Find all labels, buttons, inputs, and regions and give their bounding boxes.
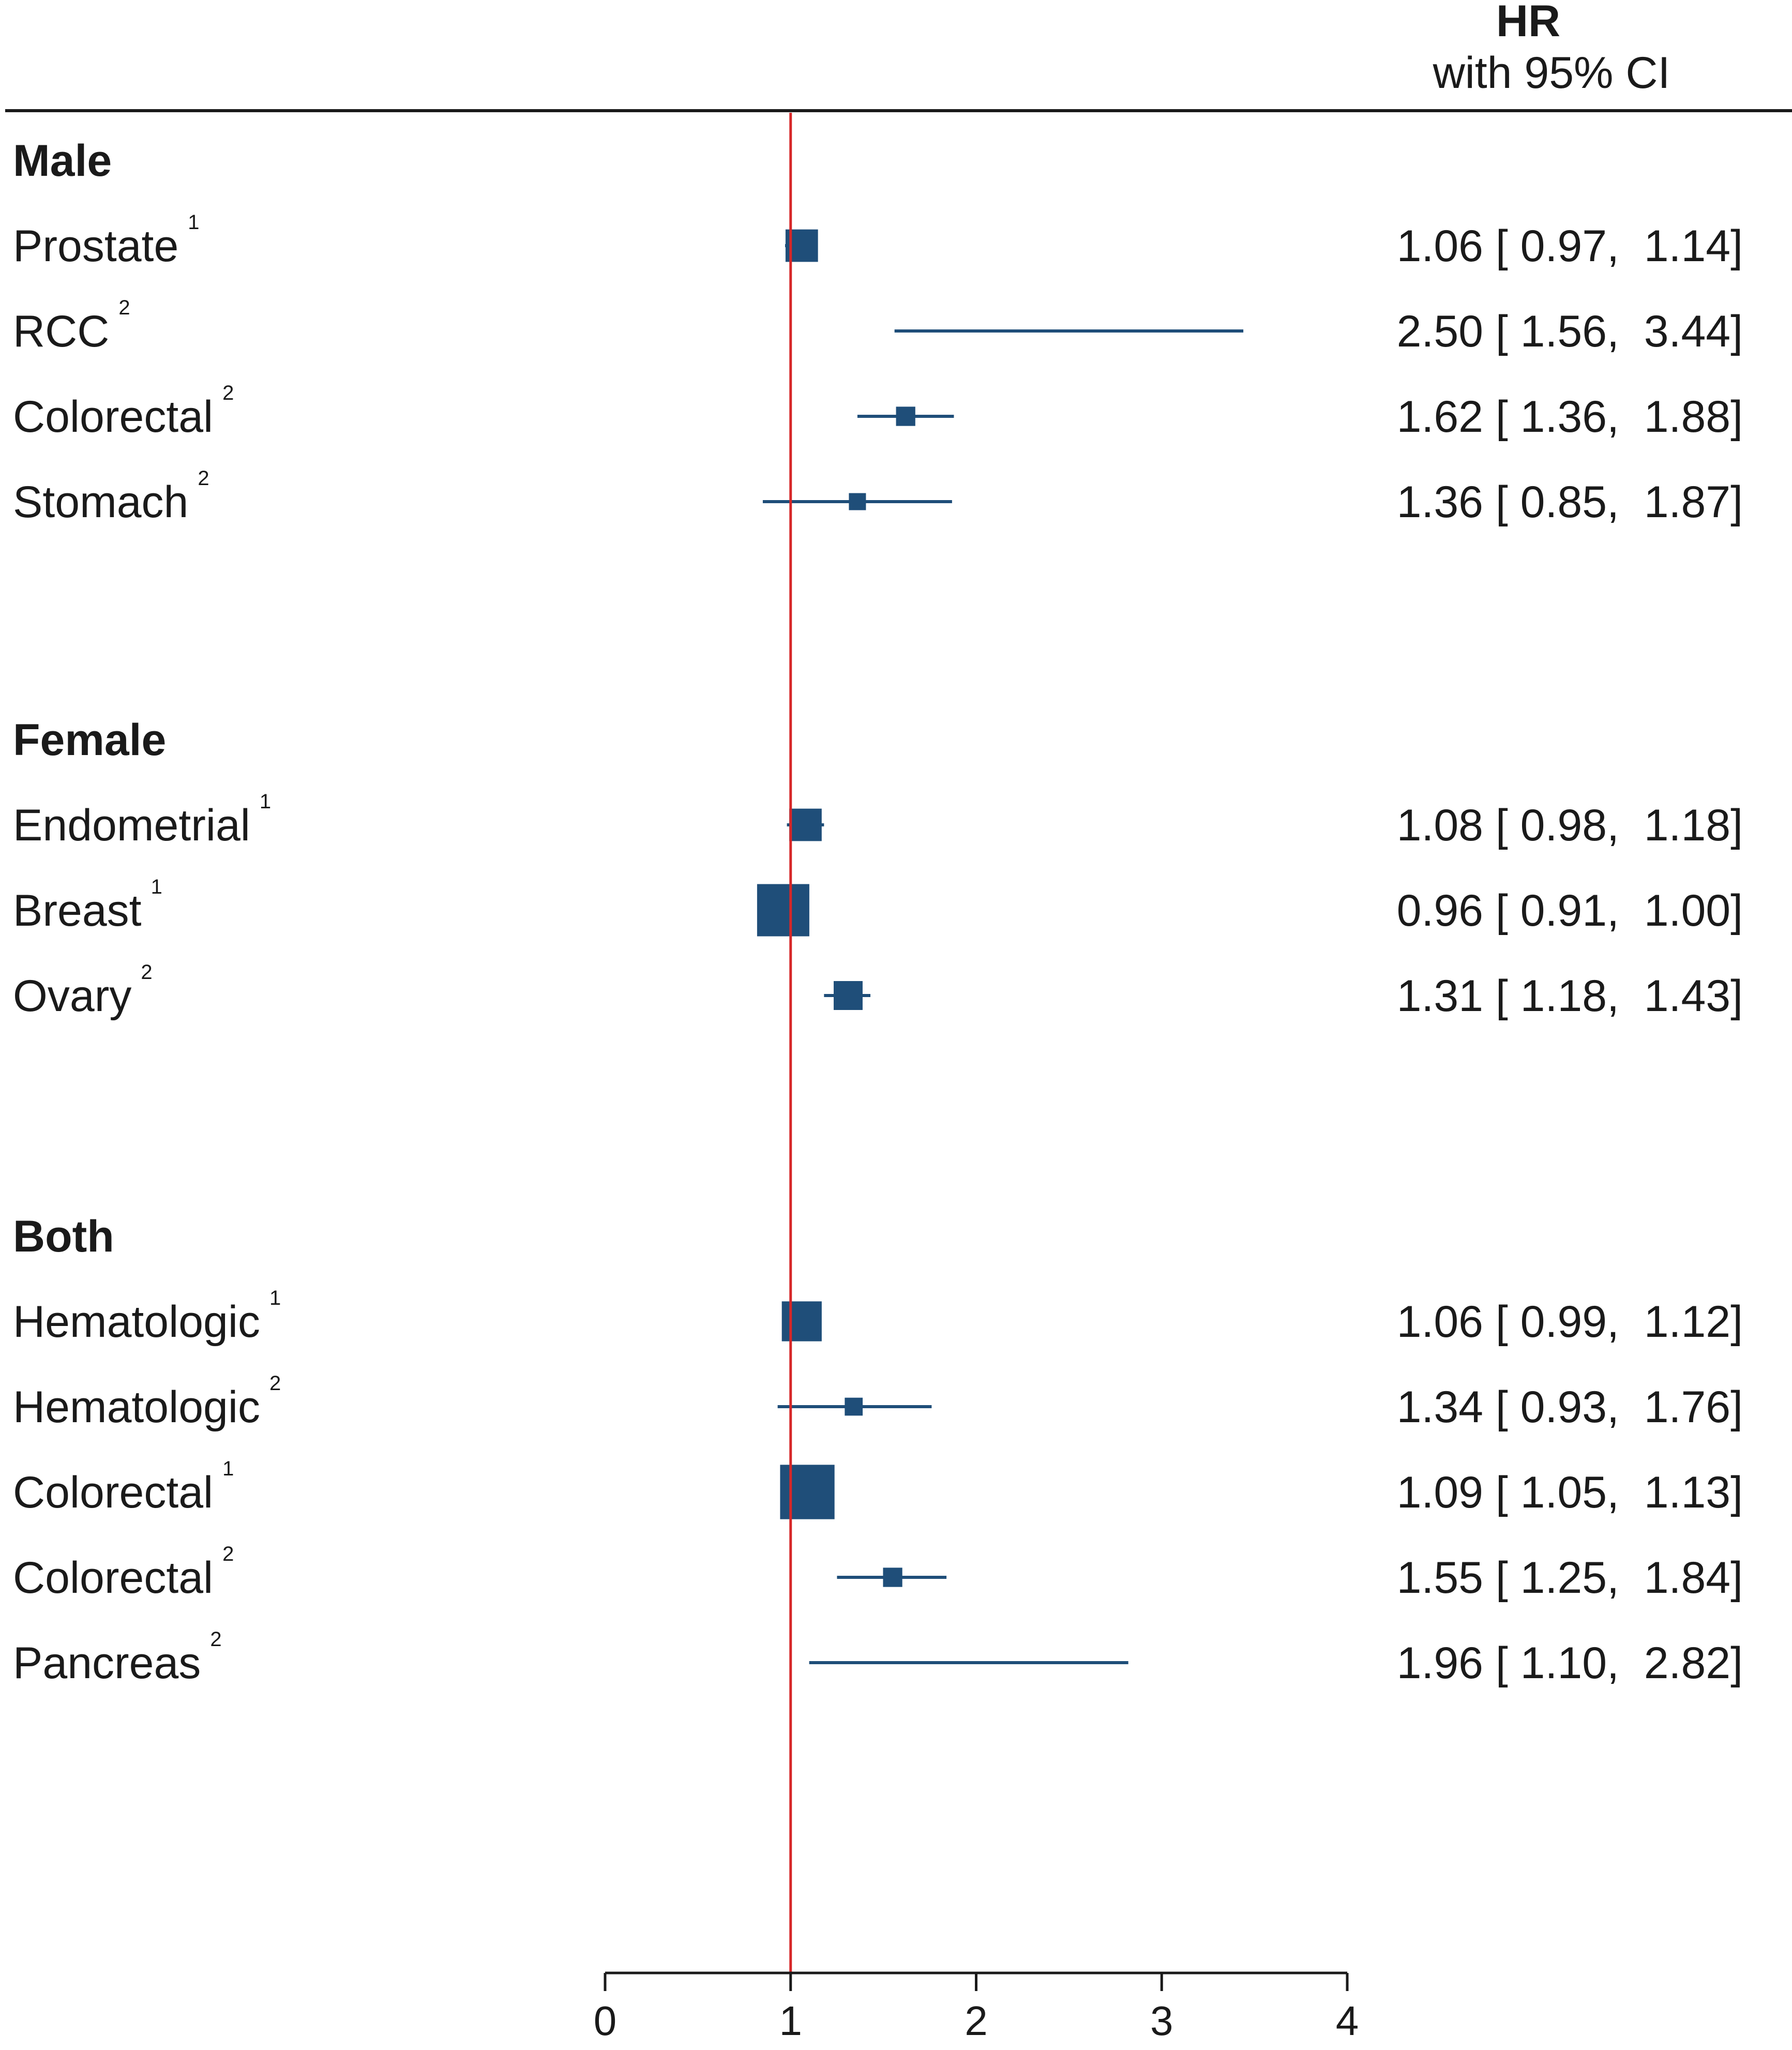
row-superscript-hematologic-2: 2 — [269, 1372, 281, 1395]
row-value-pancreas-2: 1.96 [ 1.10, 2.82] — [1397, 1638, 1743, 1688]
x-tick-label-0: 0 — [594, 1998, 617, 2044]
estimate-marker-hematologic-1 — [781, 1301, 822, 1341]
row-label-prostate-1: Prostate 1 — [13, 211, 200, 271]
row-label-colorectal-2: Colorectal 2 — [13, 1543, 234, 1603]
row-value-hematologic-2: 1.34 [ 0.93, 1.76] — [1397, 1382, 1743, 1432]
group-header-male: Male — [13, 136, 112, 186]
row-superscript-prostate-1: 1 — [188, 211, 199, 234]
row-value-stomach-2: 1.36 [ 0.85, 1.87] — [1397, 477, 1743, 527]
row-label-endometrial-1: Endometrial 1 — [13, 790, 271, 850]
header-title: HR — [1496, 0, 1560, 46]
row-label-colorectal-1: Colorectal 1 — [13, 1457, 234, 1517]
row-superscript-hematologic-1: 1 — [269, 1287, 281, 1309]
estimate-marker-colorectal-1 — [780, 1465, 835, 1519]
row-value-prostate-1: 1.06 [ 0.97, 1.14] — [1397, 221, 1743, 271]
x-tick-label-1: 1 — [779, 1998, 803, 2044]
row-value-colorectal-2: 1.55 [ 1.25, 1.84] — [1397, 1553, 1743, 1603]
row-label-pancreas-2: Pancreas 2 — [13, 1628, 222, 1688]
row-value-endometrial-1: 1.08 [ 0.98, 1.18] — [1397, 801, 1743, 850]
row-value-ovary-2: 1.31 [ 1.18, 1.43] — [1397, 971, 1743, 1021]
x-tick-label-3: 3 — [1150, 1998, 1173, 2044]
row-superscript-stomach-2: 2 — [198, 467, 209, 490]
row-label-hematologic-1: Hematologic 1 — [13, 1287, 281, 1347]
row-label-ovary-2: Ovary 2 — [13, 961, 153, 1021]
row-label-colorectal-2: Colorectal 2 — [13, 382, 234, 442]
row-superscript-colorectal-2: 2 — [222, 1543, 234, 1565]
estimate-marker-colorectal-2 — [883, 1567, 902, 1587]
row-label-stomach-2: Stomach 2 — [13, 467, 209, 527]
group-header-both: Both — [13, 1212, 114, 1261]
row-label-breast-1: Breast 1 — [13, 876, 162, 936]
row-value-colorectal-1: 1.09 [ 1.05, 1.13] — [1397, 1468, 1743, 1517]
estimate-marker-endometrial-1 — [789, 808, 822, 841]
row-superscript-colorectal-2: 2 — [222, 382, 234, 404]
row-superscript-breast-1: 1 — [151, 876, 162, 898]
row-label-hematologic-2: Hematologic 2 — [13, 1372, 281, 1432]
row-value-colorectal-2: 1.62 [ 1.36, 1.88] — [1397, 392, 1743, 442]
x-tick-label-4: 4 — [1336, 1998, 1359, 2044]
x-tick-label-2: 2 — [965, 1998, 988, 2044]
row-superscript-colorectal-1: 1 — [222, 1457, 234, 1480]
row-superscript-endometrial-1: 1 — [260, 790, 271, 813]
row-value-rcc-2: 2.50 [ 1.56, 3.44] — [1397, 307, 1743, 356]
row-superscript-pancreas-2: 2 — [210, 1628, 221, 1651]
estimate-marker-hematologic-2 — [845, 1397, 863, 1416]
estimate-marker-stomach-2 — [849, 493, 866, 510]
estimate-marker-ovary-2 — [833, 981, 863, 1010]
header-subtitle: with 95% CI — [1433, 48, 1670, 98]
row-superscript-rcc-2: 2 — [118, 296, 130, 319]
estimate-marker-breast-1 — [757, 884, 809, 937]
x-axis: 0 1 2 3 4 — [594, 1971, 1359, 2044]
estimate-marker-colorectal-2 — [896, 406, 915, 426]
row-value-breast-1: 0.96 [ 0.91, 1.00] — [1397, 886, 1743, 936]
row-superscript-ovary-2: 2 — [141, 961, 152, 984]
group-header-female: Female — [13, 715, 166, 765]
row-value-hematologic-1: 1.06 [ 0.99, 1.12] — [1397, 1297, 1743, 1347]
